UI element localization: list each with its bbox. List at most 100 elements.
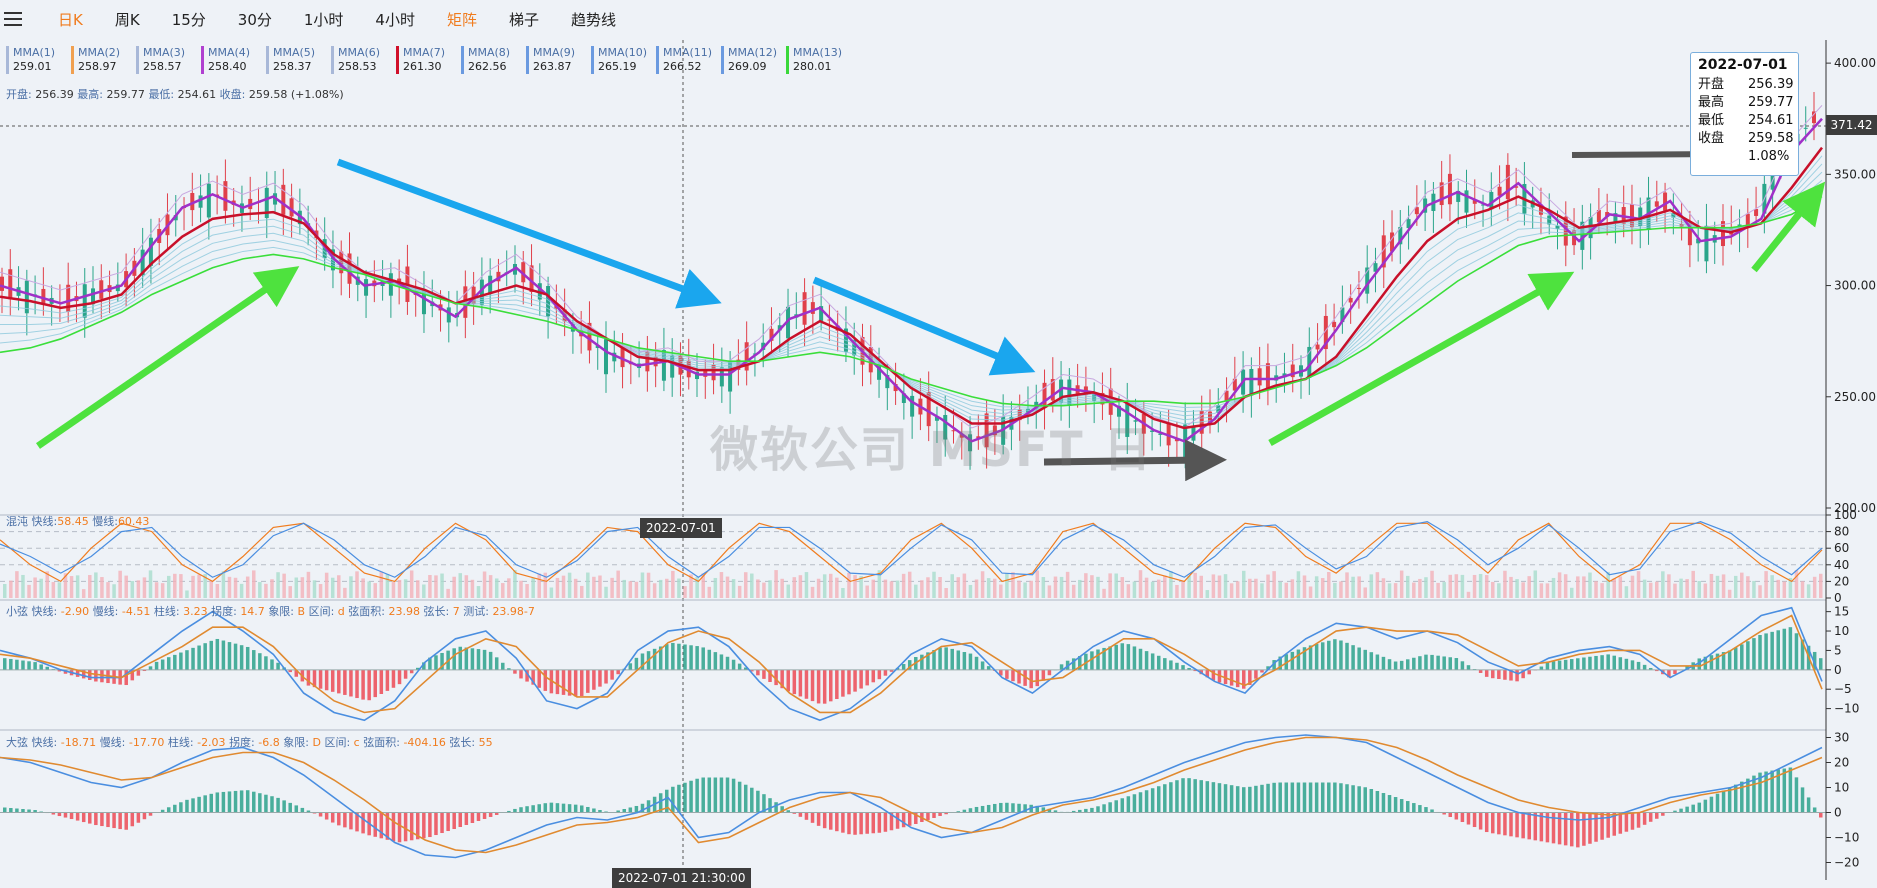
daxian-area-value: -404.16 — [403, 736, 446, 749]
tooltip-row: 1.08% — [1698, 148, 1798, 166]
daxian-len-label: 弦长: — [449, 736, 476, 749]
histogram-bar — [1624, 658, 1629, 670]
histogram-bar — [367, 669, 371, 701]
volume-bar — [1679, 578, 1683, 598]
volume-bar — [1405, 575, 1410, 598]
histogram-bar — [1588, 656, 1592, 670]
tab-4[interactable]: 1小时 — [303, 10, 344, 29]
histogram-bar — [1752, 638, 1756, 670]
histogram-bar — [1278, 656, 1282, 670]
xiaoxian-bar-label: 柱线: — [153, 605, 180, 618]
mma-legend-item[interactable]: MMA(11) 266.52 — [656, 46, 715, 74]
candle-body — [661, 350, 666, 381]
low-label: 最低: — [148, 88, 175, 101]
histogram-bar — [792, 812, 797, 814]
open-label: 开盘: — [6, 88, 32, 101]
histogram-bar — [1612, 655, 1616, 670]
histogram-bar — [1527, 812, 1531, 840]
candle-body — [620, 347, 625, 368]
histogram-bar — [1794, 777, 1799, 813]
histogram-bar — [1132, 646, 1137, 670]
histogram-bar — [434, 655, 438, 670]
histogram-bar — [264, 794, 268, 813]
histogram-bar — [1096, 649, 1100, 670]
tab-1[interactable]: 周K — [114, 10, 140, 29]
histogram-bar — [816, 812, 821, 826]
tab-3[interactable]: 30分 — [237, 10, 272, 29]
tooltip-value: 1.08% — [1748, 149, 1790, 164]
histogram-bar — [27, 661, 31, 670]
mma-legend-item[interactable]: MMA(1) 259.01 — [6, 46, 65, 74]
histogram-bar — [1715, 653, 1720, 670]
right-axis: 400.00350.00300.00250.00200.001008060402… — [1825, 40, 1876, 880]
histogram-bar — [1078, 809, 1082, 813]
mma-name: MMA(5) — [273, 46, 316, 59]
mma-legend-item[interactable]: MMA(8) 262.56 — [461, 46, 520, 74]
open-value: 256.39 — [35, 88, 74, 101]
candle-body — [645, 351, 650, 372]
volume-bar — [652, 583, 657, 598]
histogram-bar — [21, 660, 25, 670]
histogram-bar — [938, 647, 942, 670]
histogram-bar — [1430, 654, 1434, 670]
histogram-bar — [822, 812, 827, 829]
mma-legend-item[interactable]: MMA(12) 269.09 — [721, 46, 780, 74]
candle-body — [1812, 111, 1816, 124]
histogram-bar — [1339, 783, 1343, 813]
xiaoxian-area-label: 弦面积: — [348, 605, 385, 618]
volume-bar — [1187, 575, 1191, 598]
histogram-bar — [57, 669, 62, 672]
histogram-bar — [1005, 802, 1009, 813]
mma-legend-item[interactable]: MMA(13) 280.01 — [786, 46, 845, 74]
tab-5[interactable]: 4小时 — [375, 10, 415, 29]
histogram-bar — [1733, 647, 1738, 670]
histogram-bar — [701, 647, 705, 670]
volume-bar — [822, 574, 827, 598]
daxian-bend-label: 拐度: — [229, 736, 255, 749]
mma-value: 258.57 — [143, 60, 182, 73]
volume-bar — [1399, 570, 1404, 598]
tab-6[interactable]: 矩阵 — [446, 10, 477, 29]
candle-body — [488, 275, 493, 295]
histogram-bar — [926, 652, 930, 670]
mma-legend-item[interactable]: MMA(4) 258.40 — [201, 46, 260, 74]
volume-bar — [367, 581, 371, 598]
mma-legend-item[interactable]: MMA(10) 265.19 — [591, 46, 650, 74]
xiaoxian-name: 小弦 — [6, 605, 28, 618]
histogram-bar — [1636, 661, 1641, 670]
volume-bar — [1023, 582, 1027, 598]
mma-legend-item[interactable]: MMA(3) 258.57 — [136, 46, 195, 74]
mma-legend-item[interactable]: MMA(6) 258.53 — [331, 46, 390, 74]
histogram-bar — [1248, 786, 1252, 813]
histogram-bar — [810, 812, 815, 823]
volume-bar — [1497, 583, 1501, 598]
tooltip-key: 最高 — [1698, 95, 1725, 110]
histogram-bar — [1023, 669, 1027, 686]
histogram-bar — [1442, 656, 1446, 670]
volume-bar — [1017, 580, 1021, 598]
tooltip-value: 254.61 — [1748, 113, 1794, 128]
mma-legend-item[interactable]: MMA(7) 261.30 — [396, 46, 455, 74]
tab-0[interactable]: 日K — [58, 10, 83, 29]
tab-2[interactable]: 15分 — [171, 10, 206, 29]
mma-legend-item[interactable]: MMA(5) 258.37 — [266, 46, 325, 74]
tab-7[interactable]: 梯子 — [508, 10, 539, 29]
mma-legend-item[interactable]: MMA(9) 263.87 — [526, 46, 585, 74]
histogram-bar — [616, 810, 620, 813]
histogram-bar — [1017, 803, 1021, 813]
menu-icon[interactable] — [4, 0, 22, 38]
mma-legend-item[interactable]: MMA(2) 258.97 — [71, 46, 130, 74]
candle-body — [1439, 182, 1444, 206]
histogram-bar — [1655, 669, 1659, 672]
histogram-bar — [1819, 658, 1823, 670]
volume-bar — [330, 577, 335, 598]
candle-body — [206, 183, 211, 218]
histogram-bar — [907, 812, 912, 826]
close-label: 收盘: — [219, 88, 246, 101]
histogram-bar — [112, 812, 116, 829]
histogram-bar — [1308, 782, 1313, 813]
candle-body — [1373, 263, 1378, 272]
tab-8[interactable]: 趋势线 — [571, 10, 617, 29]
volume-bar — [233, 577, 238, 598]
